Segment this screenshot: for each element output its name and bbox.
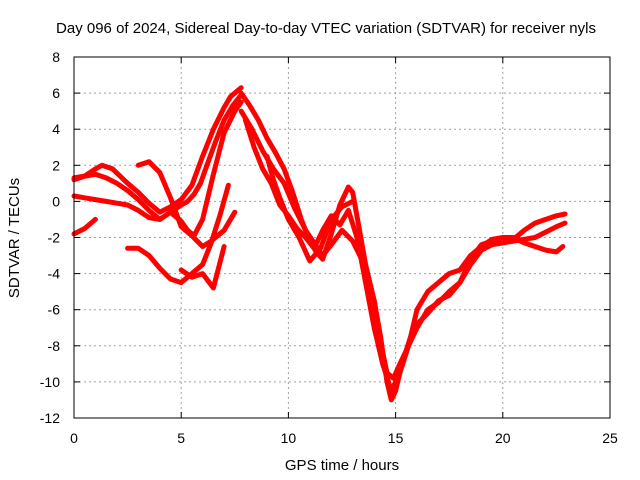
series-track-11: [264, 153, 356, 264]
y-tick-label: -2: [48, 230, 61, 246]
y-tick-label: -10: [40, 374, 60, 390]
y-tick-label: -6: [48, 302, 61, 318]
series-track-6: [178, 244, 227, 291]
y-tick-label: -8: [48, 338, 61, 354]
y-tick-label: 6: [52, 85, 60, 101]
series-track-4: [125, 182, 231, 286]
series-track-7: [71, 216, 98, 237]
series-track-3: [71, 92, 244, 222]
x-axis-label: GPS time / hours: [285, 457, 399, 474]
y-tick-label: 0: [52, 193, 60, 209]
y-tick-label: 8: [52, 49, 60, 65]
y-tick-label: -4: [48, 266, 61, 282]
series-track-9: [238, 108, 568, 381]
series-track-1: [71, 85, 244, 215]
chart-title: Day 096 of 2024, Sidereal Day-to-day VTE…: [56, 20, 596, 37]
x-tick-label: 25: [602, 430, 618, 446]
x-tick-label: 5: [177, 430, 185, 446]
y-tick-label: 2: [52, 157, 60, 173]
y-tick-label: -12: [40, 410, 60, 426]
y-axis-label: SDTVAR / TECUs: [6, 178, 23, 298]
y-tick-label: 4: [52, 121, 60, 137]
series-track-10: [243, 117, 568, 394]
series-track-5: [135, 159, 238, 249]
x-tick-label: 10: [281, 430, 297, 446]
data-series: [71, 85, 568, 403]
x-tick-label: 0: [70, 430, 78, 446]
x-tick-label: 20: [495, 430, 511, 446]
ticks: 0 5 10 15 20 25 -12 -10 -8 -6 -4 -2 0 2 4 6 8: [40, 49, 618, 446]
x-tick-label: 15: [388, 430, 404, 446]
